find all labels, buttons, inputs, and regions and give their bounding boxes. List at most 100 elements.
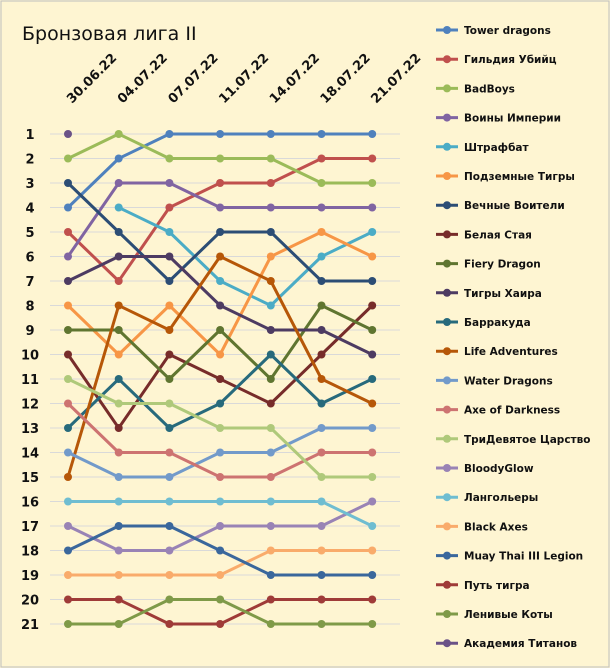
y-tick-label: 5 xyxy=(25,226,34,241)
legend-swatch-marker xyxy=(443,230,451,239)
data-point xyxy=(114,375,123,383)
legend-swatch-marker xyxy=(443,522,451,531)
legend-swatch-marker xyxy=(443,580,451,589)
data-point xyxy=(165,595,174,604)
legend-label: Путь тигра xyxy=(464,580,530,592)
legend-item: BloodyGlow xyxy=(436,463,534,475)
data-point xyxy=(165,546,174,555)
data-point xyxy=(266,130,275,138)
legend-swatch-marker xyxy=(443,464,451,472)
legend-item: Лангольеры xyxy=(436,492,538,504)
data-point xyxy=(114,473,123,481)
data-point xyxy=(317,252,326,261)
legend-label: Лангольеры xyxy=(464,492,538,504)
data-point xyxy=(165,277,174,285)
data-point xyxy=(216,130,225,138)
data-point xyxy=(266,301,275,310)
data-point xyxy=(216,179,225,187)
data-point xyxy=(266,154,275,163)
data-point xyxy=(317,375,326,383)
legend-label: Fiery Dragon xyxy=(464,259,541,271)
legend-label: Life Adventures xyxy=(464,346,558,358)
data-point xyxy=(64,179,72,187)
data-point xyxy=(317,301,326,310)
data-point xyxy=(317,571,326,579)
data-point xyxy=(64,571,72,579)
data-point xyxy=(64,424,72,432)
data-point xyxy=(317,179,326,187)
data-point xyxy=(114,546,123,555)
data-point xyxy=(317,130,326,138)
y-tick-label: 13 xyxy=(21,422,39,437)
series xyxy=(64,252,377,481)
legend-label: Штрафбат xyxy=(464,142,529,154)
data-point xyxy=(165,350,174,359)
data-point xyxy=(64,326,72,334)
y-tick-label: 11 xyxy=(21,373,39,388)
data-point xyxy=(216,154,225,163)
data-point xyxy=(317,620,326,628)
data-point xyxy=(165,424,174,432)
data-point xyxy=(368,154,377,163)
series xyxy=(64,130,377,187)
data-point xyxy=(165,497,174,506)
legend-swatch-marker xyxy=(443,405,451,414)
data-point xyxy=(64,228,72,236)
data-point xyxy=(266,326,275,334)
data-point xyxy=(114,301,123,310)
legend-item: Life Adventures xyxy=(436,346,558,358)
legend-label: Black Axes xyxy=(464,521,528,533)
data-point xyxy=(114,350,123,359)
legend-label: Барракуда xyxy=(464,317,531,329)
data-point xyxy=(64,301,72,310)
data-point xyxy=(165,130,174,138)
data-point xyxy=(64,203,72,212)
data-point xyxy=(64,522,72,530)
data-point xyxy=(317,497,326,506)
data-point xyxy=(317,546,326,555)
data-point xyxy=(266,203,275,212)
y-tick-label: 1 xyxy=(25,128,34,143)
y-tick-label: 6 xyxy=(25,251,34,266)
data-point xyxy=(317,473,326,481)
data-point xyxy=(165,522,174,530)
data-point xyxy=(216,473,225,481)
data-point xyxy=(266,350,275,359)
data-point xyxy=(368,375,377,383)
legend-item: Гильдия Убийц xyxy=(436,54,557,66)
data-point xyxy=(216,326,225,334)
legend-swatch-marker xyxy=(443,434,451,443)
data-point xyxy=(114,595,123,604)
series xyxy=(64,595,377,628)
data-point xyxy=(165,228,174,236)
y-tick-label: 2 xyxy=(25,153,34,168)
legend-swatch-marker xyxy=(443,347,451,356)
data-point xyxy=(216,350,225,359)
y-tick-label: 15 xyxy=(21,471,39,486)
data-point xyxy=(165,571,174,579)
series xyxy=(64,130,377,212)
data-point xyxy=(368,399,377,408)
legend-label: Тигры Хаира xyxy=(464,288,542,300)
y-tick-label: 21 xyxy=(21,618,39,633)
legend-item: Воины Империи xyxy=(436,113,561,125)
data-point xyxy=(317,154,326,163)
legend: Tower dragons Гильдия Убийц BadBoys Воины И… xyxy=(436,25,590,650)
y-tick-label: 16 xyxy=(21,496,39,511)
y-tick-label: 7 xyxy=(25,275,34,290)
legend-label: Белая Стая xyxy=(464,229,532,241)
legend-swatch-marker xyxy=(443,610,451,618)
legend-swatch-marker xyxy=(443,259,451,268)
series-line xyxy=(117,206,374,307)
legend-label: Water Dragons xyxy=(464,375,553,387)
legend-label: Воины Империи xyxy=(464,113,561,125)
y-tick-label: 10 xyxy=(21,349,39,364)
legend-item: Белая Стая xyxy=(436,229,532,241)
data-point xyxy=(266,252,275,261)
data-point xyxy=(317,399,326,408)
data-point xyxy=(368,620,377,628)
series xyxy=(64,522,377,579)
data-point xyxy=(266,546,275,555)
